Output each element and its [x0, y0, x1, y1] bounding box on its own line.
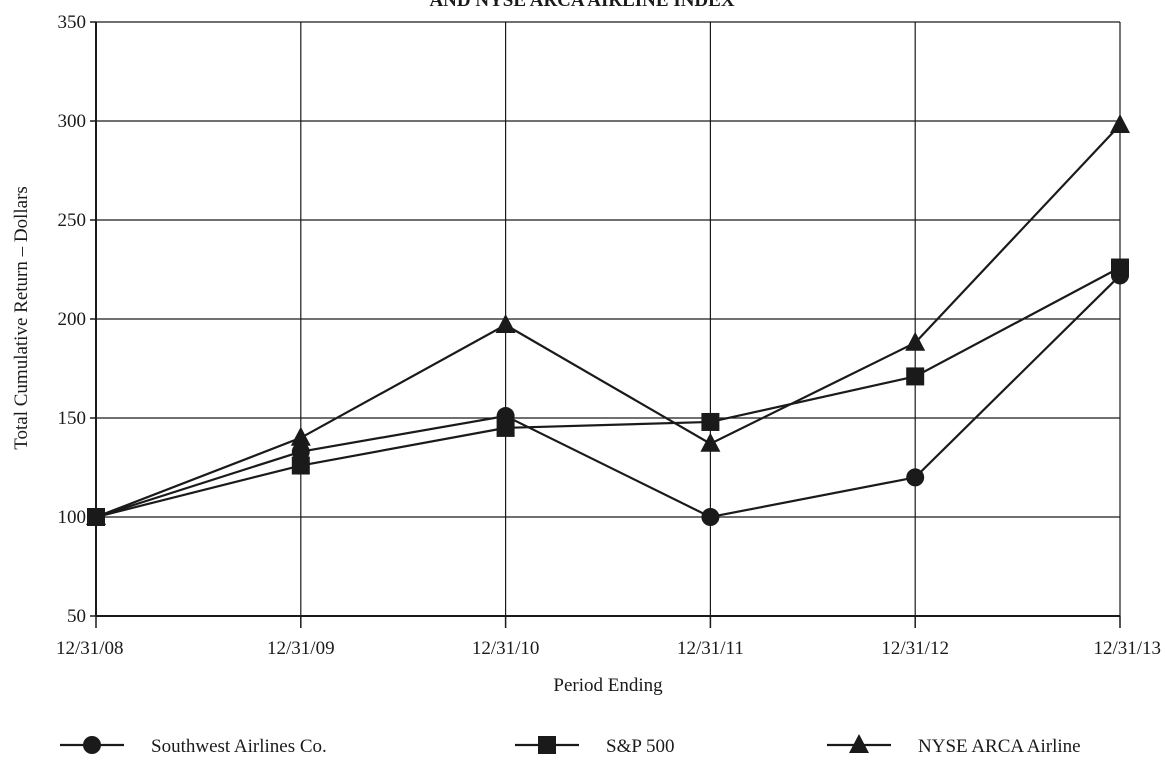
x-tick-label: 12/31/08	[56, 638, 124, 659]
series-circle	[87, 266, 1129, 526]
y-tick-label: 200	[58, 309, 87, 330]
y-tick-label: 50	[67, 606, 86, 627]
data-point-triangle	[290, 426, 311, 446]
data-point-square	[291, 456, 310, 475]
series-line-circle	[95, 274, 1121, 519]
legend-item: NYSE ARCA Airline	[827, 734, 1081, 757]
data-point-triangle	[1110, 113, 1130, 133]
x-tick-label: 12/31/13	[1093, 638, 1161, 659]
y-tick-label: 350	[58, 12, 87, 33]
legend-marker-square	[538, 736, 556, 754]
x-tick-label: 12/31/09	[267, 638, 335, 659]
data-point-triangle	[905, 331, 926, 351]
series-triangle	[86, 113, 1130, 525]
grid	[95, 21, 1121, 617]
series-square	[87, 258, 1129, 526]
legend-label: NYSE ARCA Airline	[918, 736, 1081, 757]
y-tick-label: 250	[58, 210, 87, 231]
legend-item: Southwest Airlines Co.	[60, 736, 327, 757]
data-point-square	[701, 412, 720, 431]
y-axis-title: Total Cumulative Return – Dollars	[11, 186, 32, 450]
data-point-triangle	[495, 313, 516, 333]
series-line-triangle	[95, 124, 1121, 519]
x-axis-title: Period Ending	[553, 675, 663, 696]
y-tick-label: 100	[58, 507, 87, 528]
y-tick-label: 300	[58, 111, 87, 132]
data-point-circle	[701, 508, 720, 526]
x-tick-label: 12/31/11	[677, 638, 744, 659]
legend-label: Southwest Airlines Co.	[151, 736, 327, 757]
axes: 50 100 150 200 250 300 350 12/31/08 12/31/09 12/3…	[56, 12, 1161, 659]
data-point-triangle	[700, 432, 721, 452]
x-tick-label: 12/31/10	[472, 638, 540, 659]
data-point-circle	[906, 468, 925, 487]
data-point-square	[906, 367, 925, 386]
data-point-square	[496, 418, 515, 437]
legend: Southwest Airlines Co. S&P 500 NYSE ARCA A…	[60, 734, 1081, 757]
x-tick-label: 12/31/12	[881, 638, 949, 659]
legend-marker-circle	[83, 736, 101, 754]
chart-title: AND NYSE ARCA AIRLINE INDEX	[429, 0, 734, 11]
legend-item: S&P 500	[515, 736, 674, 757]
data-point-triangle	[86, 506, 106, 525]
legend-label: S&P 500	[606, 736, 674, 757]
data-point-square	[1111, 258, 1129, 277]
series-line-square	[95, 266, 1121, 519]
series-group	[86, 113, 1130, 526]
legend-marker-triangle	[849, 734, 869, 753]
data-point-circle	[291, 442, 310, 461]
y-tick-label: 150	[58, 408, 87, 429]
